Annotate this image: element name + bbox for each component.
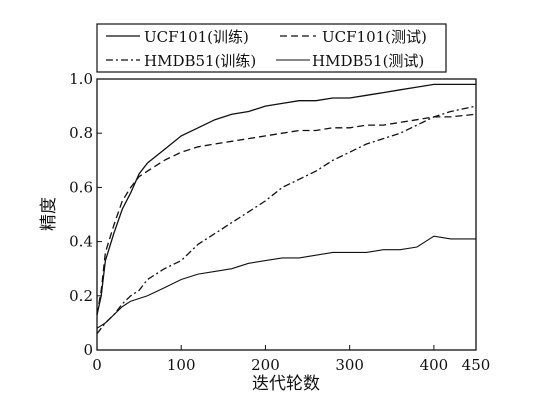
legend: UCF101(训练) UCF101(测试) HMDB51(训练) HMDB51(…: [96, 23, 447, 73]
y-tick-label: 0.2: [69, 287, 93, 305]
plot-area-frame: [96, 78, 477, 351]
y-tick-label: 0.8: [69, 124, 93, 142]
legend-label-hmdb51-test: HMDB51(测试): [312, 52, 424, 70]
y-tick-label: 1.0: [69, 70, 93, 88]
y-tick-label: 0.6: [69, 178, 93, 196]
x-axis-title: 迭代轮数: [252, 374, 320, 394]
legend-label-ucf101-train: UCF101(训练): [144, 28, 249, 46]
x-tick-label: 200: [251, 356, 280, 374]
x-tick-label: 100: [167, 356, 196, 374]
series-layer: [96, 83, 477, 335]
x-tick-label: 400: [420, 356, 449, 374]
series-line-0: [96, 83, 476, 315]
legend-label-ucf101-test: UCF101(测试): [322, 28, 427, 46]
x-tick-label: 0: [92, 356, 102, 374]
legend-box: [96, 23, 447, 73]
legend-label-hmdb51-train: HMDB51(训练): [144, 52, 256, 70]
series-line-3: [96, 235, 476, 329]
series-line-2: [96, 105, 477, 335]
series-line-1: [96, 113, 477, 315]
axis-ticks: 0 100 200 300 400 450 0 0.2 0.4 0.6 0.8 1.0: [69, 70, 490, 374]
x-tick-label: 300: [335, 356, 364, 374]
y-tick-label: 0.4: [69, 233, 93, 251]
y-tick-label: 0: [83, 341, 93, 359]
x-tick-label: 450: [462, 356, 491, 374]
y-axis-title: 精度: [39, 197, 59, 231]
